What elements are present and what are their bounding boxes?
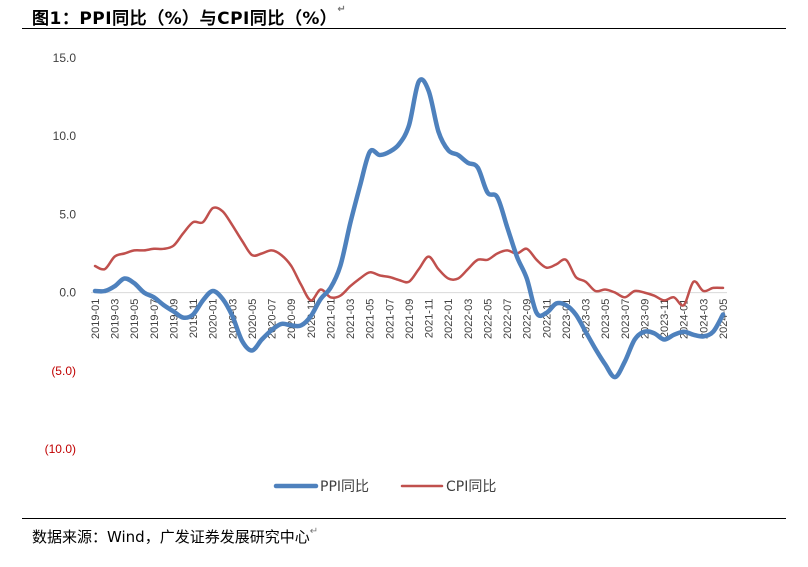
x-tick-label: 2023-09	[640, 299, 652, 339]
x-tick-label: 2020-05	[247, 299, 259, 339]
x-tick-label: 2022-07	[502, 299, 514, 339]
y-tick-label: (5.0)	[51, 364, 76, 378]
y-tick-label: (10.0)	[45, 442, 76, 456]
chart-title-text: 图1：PPI同比（%）与CPI同比（%）	[32, 9, 338, 29]
legend-label: PPI同比	[320, 479, 369, 495]
series-lines	[92, 77, 726, 380]
top-divider	[22, 28, 786, 29]
x-tick-label: 2024-05	[718, 299, 730, 339]
x-tick-label: 2023-05	[600, 299, 612, 339]
y-tick-label: 5.0	[59, 207, 76, 221]
bottom-divider	[22, 518, 786, 519]
x-tick-label: 2021-11	[424, 299, 436, 339]
x-tick-label: 2021-09	[404, 299, 416, 339]
legend-label: CPI同比	[446, 479, 496, 495]
x-tick-label: 2019-07	[149, 299, 161, 339]
y-axis: 15.0 10.0 5.0 0.0 (5.0) (10.0)	[45, 51, 77, 456]
x-tick-label: 2019-09	[169, 299, 181, 339]
ppi-series-line	[92, 77, 726, 380]
x-tick-label: 2022-01	[443, 299, 455, 339]
x-tick-label: 2021-01	[326, 299, 338, 339]
x-tick-label: 2024-03	[698, 299, 710, 339]
y-tick-label: 15.0	[53, 51, 77, 65]
x-tick-label: 2024-01	[679, 299, 691, 339]
x-tick-label: 2021-07	[384, 299, 396, 339]
x-tick-label: 2022-09	[522, 299, 534, 339]
x-tick-label: 2023-11	[659, 299, 671, 339]
x-tick-label: 2023-07	[620, 299, 632, 339]
cpi-series-line	[93, 206, 725, 307]
x-tick-label: 2019-01	[90, 299, 102, 339]
x-tick-label: 2019-05	[129, 299, 141, 339]
source-text: 数据来源：Wind，广发证券发展研究中心	[32, 528, 310, 546]
source-note: 数据来源：Wind，广发证券发展研究中心 ↵	[32, 526, 318, 547]
paragraph-mark-icon: ↵	[309, 526, 319, 537]
x-tick-label: 2019-03	[110, 299, 122, 339]
x-tick-label: 2020-09	[286, 299, 298, 339]
chart-title: 图1：PPI同比（%）与CPI同比（%） ↵	[32, 4, 346, 29]
paragraph-mark-icon: ↵	[337, 4, 347, 15]
x-tick-label: 2022-03	[463, 299, 475, 339]
y-tick-label: 10.0	[53, 129, 77, 143]
legend: PPI同比 CPI同比	[273, 479, 496, 495]
y-tick-label: 0.0	[59, 286, 76, 300]
x-tick-label: 2022-05	[483, 299, 495, 339]
x-tick-label: 2021-03	[345, 299, 357, 339]
x-tick-label: 2020-01	[208, 299, 220, 339]
x-tick-label: 2021-05	[365, 299, 377, 339]
